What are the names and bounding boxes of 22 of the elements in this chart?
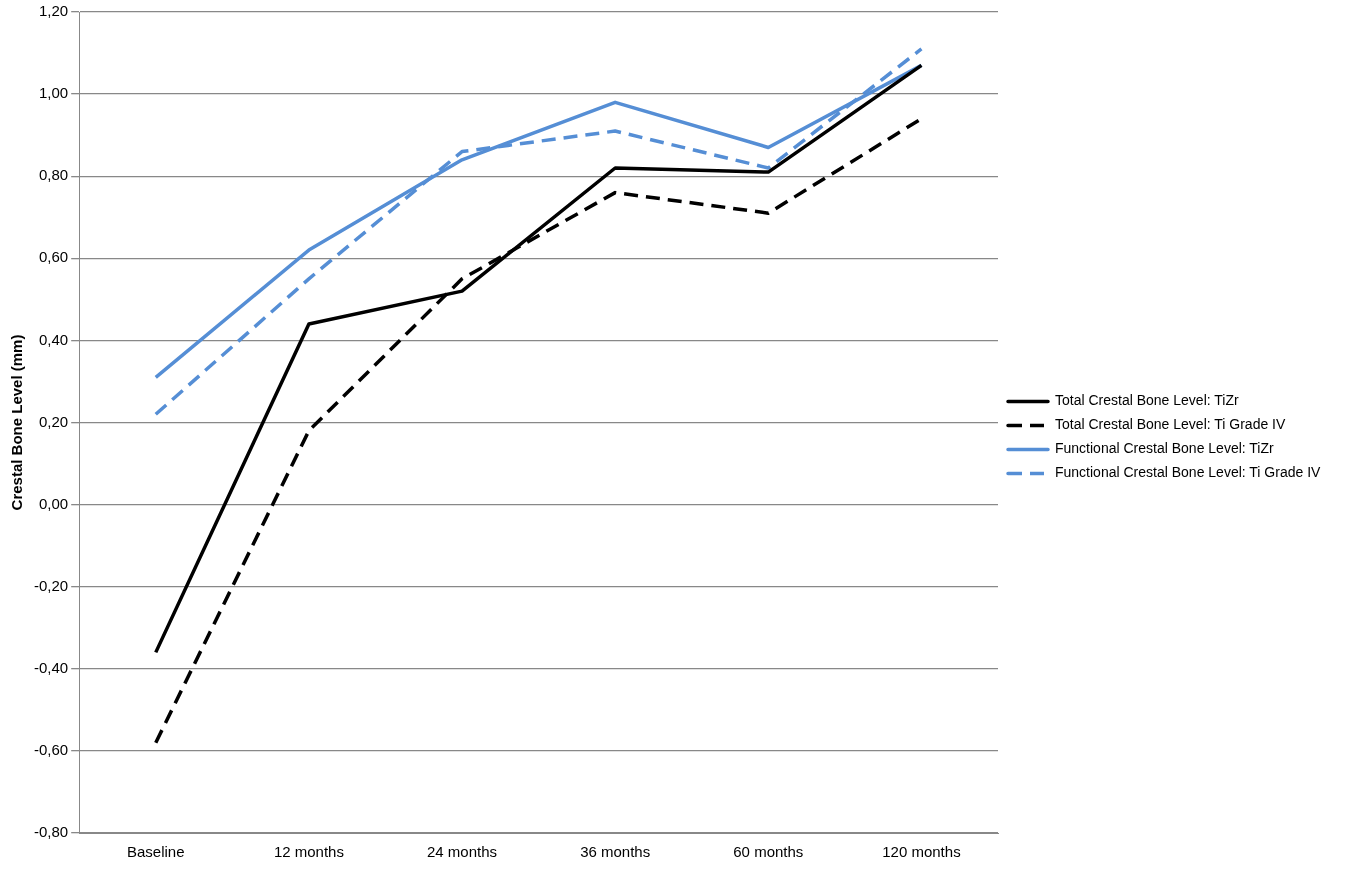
y-tick-label: -0,60	[33, 741, 69, 759]
y-tick-label: -0,40	[33, 658, 69, 676]
legend-label: Functional Crestal Bone Level: Ti Grade IV	[1055, 464, 1322, 481]
x-tick-label: 60 months	[733, 843, 804, 861]
y-tick-label: 0,20	[38, 412, 69, 430]
x-tick-label: 120 months	[882, 843, 961, 861]
legend-label: Total Crestal Bone Level: TiZr	[1055, 392, 1239, 409]
y-tick-label: 1,00	[38, 84, 69, 102]
y-tick-label: -0,20	[33, 576, 69, 594]
y-tick-label: 1,20	[38, 2, 69, 20]
x-tick-label: 12 months	[273, 843, 344, 861]
x-tick-label: 36 months	[580, 843, 651, 861]
x-tick-label: Baseline	[126, 843, 185, 861]
y-tick-label: 0,80	[38, 166, 69, 184]
y-tick-label: 0,00	[38, 494, 69, 512]
y-tick-label: 0,60	[38, 248, 69, 266]
y-tick-label: 0,40	[38, 330, 69, 348]
legend-label: Total Crestal Bone Level: Ti Grade IV	[1055, 416, 1286, 433]
legend-label: Functional Crestal Bone Level: TiZr	[1055, 440, 1274, 457]
y-tick-label: -0,80	[33, 823, 69, 841]
x-tick-label: 24 months	[427, 843, 498, 861]
y-axis-title: Crestal Bone Level (mm)	[8, 334, 26, 511]
